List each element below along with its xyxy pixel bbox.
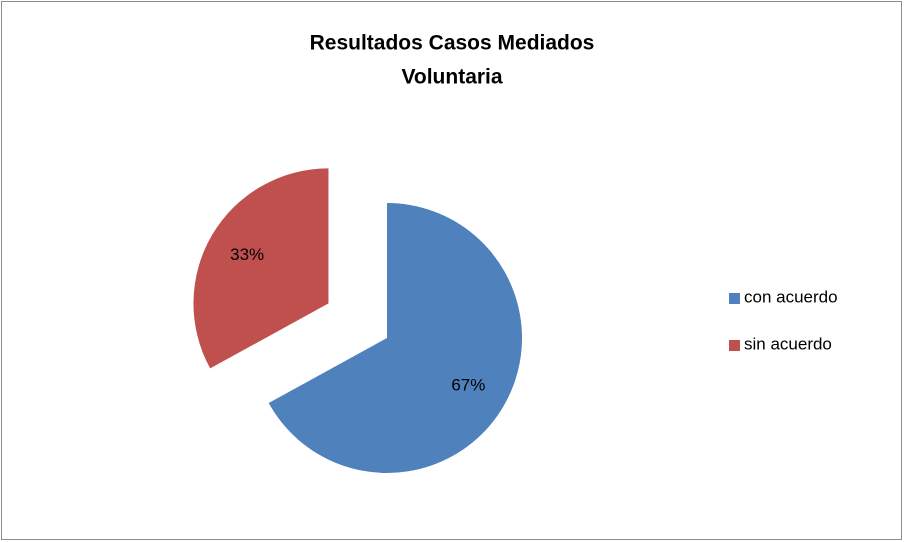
legend-label: sin acuerdo xyxy=(744,334,832,353)
legend-label: con acuerdo xyxy=(744,287,838,306)
pie-slice xyxy=(193,168,329,369)
legend-swatch xyxy=(729,293,740,304)
pie-slice xyxy=(268,203,523,473)
data-label: 33% xyxy=(230,245,264,264)
data-label: 67% xyxy=(451,376,485,395)
chart-title: Voluntaria xyxy=(401,66,502,89)
legend-swatch xyxy=(729,340,740,351)
chart-title: Resultados Casos Mediados xyxy=(310,32,595,55)
